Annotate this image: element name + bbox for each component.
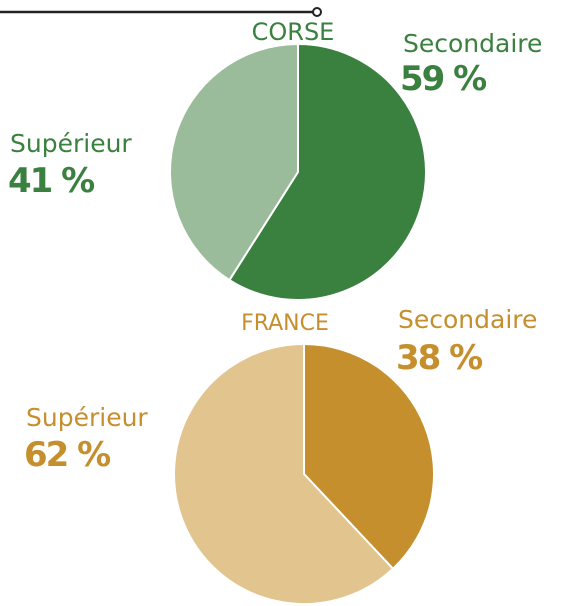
pie-slice	[228, 42, 427, 301]
slice-label: Supérieur	[26, 403, 148, 432]
slice-value: 59 %	[400, 59, 486, 99]
pie-title: FRANCE	[241, 311, 329, 336]
pie-slice	[169, 42, 299, 282]
slice-value: 38 %	[396, 338, 482, 378]
slice-value: 41 %	[8, 161, 94, 201]
slice-label: Supérieur	[10, 129, 132, 158]
pie-title: CORSE	[252, 18, 335, 46]
slice-label: Secondaire	[398, 305, 537, 334]
slice-value: 62 %	[24, 435, 110, 475]
decor-dot	[312, 7, 322, 17]
pie-slice	[303, 342, 435, 571]
slice-label: Secondaire	[403, 29, 542, 58]
pie-slice	[173, 342, 395, 605]
